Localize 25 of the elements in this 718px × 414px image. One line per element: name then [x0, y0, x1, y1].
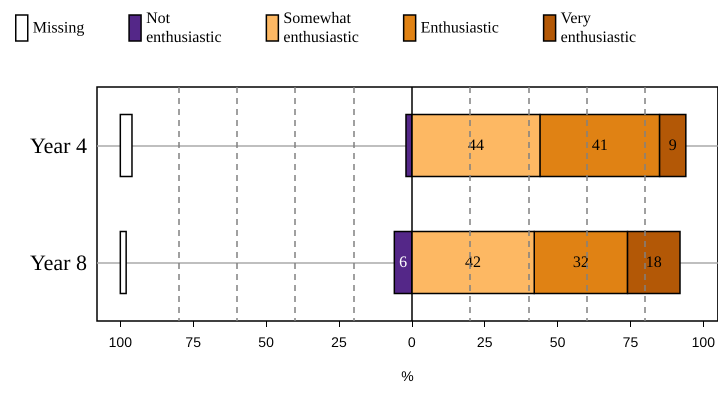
legend-label: Enthusiastic — [420, 20, 499, 36]
legend-label: Missing — [32, 20, 84, 36]
y-tick-label: Year 8 — [30, 250, 87, 275]
x-tick-label: 100 — [692, 334, 716, 350]
x-axis-title: % — [401, 368, 414, 384]
x-tick-label: 100 — [108, 334, 132, 350]
data-label: 18 — [646, 254, 662, 271]
x-tick-label: 50 — [550, 334, 566, 350]
x-tick-label: 50 — [258, 334, 274, 350]
bar — [120, 230, 127, 294]
data-label: 41 — [592, 137, 608, 154]
legend-label: Very enthusiastic — [560, 10, 636, 46]
x-tick-label: 75 — [185, 334, 202, 350]
bar — [120, 114, 133, 178]
legend-label: Not enthusiastic — [146, 10, 222, 46]
data-label: 6 — [399, 254, 408, 271]
x-tick-label: 25 — [331, 334, 347, 350]
x-tick-label: 25 — [476, 334, 493, 350]
y-tick-label: Year 4 — [30, 133, 87, 158]
data-label: 44 — [468, 137, 484, 154]
data-label: 32 — [572, 254, 589, 271]
legend-label: Somewhat enthusiastic — [283, 10, 359, 46]
x-tick-label: 0 — [408, 334, 416, 350]
data-label: 9 — [668, 137, 677, 154]
x-tick-label: 75 — [622, 334, 638, 350]
